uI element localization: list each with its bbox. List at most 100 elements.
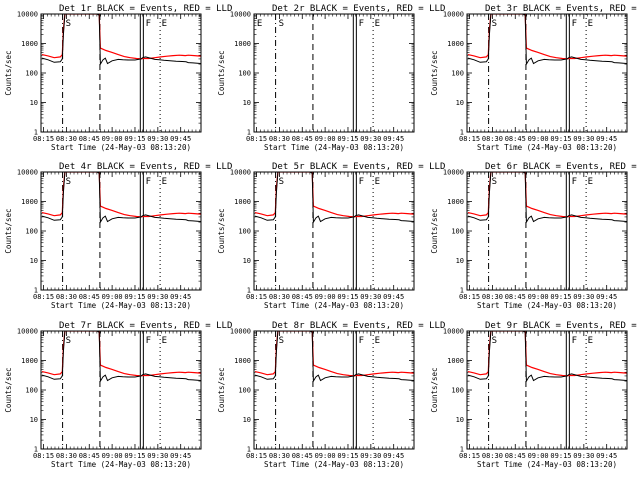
x-tick-label: 09:15 [337, 293, 358, 301]
annotation-label: E [162, 336, 167, 346]
y-tick-label: 10000 [17, 11, 38, 19]
annotation-label: S [279, 19, 284, 29]
y-tick-label: 1000 [21, 40, 38, 48]
annotation-label: F [146, 19, 151, 29]
annotation-label: E [588, 336, 593, 346]
x-tick-label: 08:45 [292, 293, 313, 301]
annotation-label: S [492, 336, 497, 346]
y-tick-label: 10 [456, 99, 464, 107]
y-tick-label: 10 [243, 99, 251, 107]
x-tick-label: 08:30 [482, 293, 503, 301]
plot-frame [253, 171, 415, 291]
x-tick-label: 09:30 [573, 452, 594, 460]
events-series-line [254, 172, 414, 224]
x-axis-label: Start Time (24-May-03 08:13:20) [51, 143, 191, 152]
y-tick-label: 1 [460, 129, 464, 137]
subplot-1: Det 1r BLACK = Events, RED = LLD Counts/s… [4, 4, 232, 152]
y-tick-label: 1000 [234, 357, 251, 365]
x-tick-label: 08:45 [292, 135, 313, 143]
x-tick-label: 08:30 [269, 293, 290, 301]
x-tick-label: 09:45 [596, 135, 617, 143]
x-tick-label: 08:30 [56, 452, 77, 460]
x-tick-label: 08:15 [246, 293, 267, 301]
x-axis-label: Start Time (24-May-03 08:13:20) [264, 143, 404, 152]
y-tick-label: 1 [34, 287, 38, 295]
y-tick-label: 100 [451, 70, 464, 78]
plot-frame [466, 13, 628, 133]
x-tick-label: 09:00 [102, 135, 123, 143]
x-tick-label: 09:30 [573, 293, 594, 301]
plot-title: Det 6r BLACK = Events, RED = LLD [485, 162, 640, 172]
y-tick-label: 1000 [447, 357, 464, 365]
plot-frame [466, 330, 628, 450]
y-tick-label: 1000 [21, 198, 38, 206]
plot-title: Det 5r BLACK = Events, RED = LLD [272, 162, 445, 172]
x-tick-label: 08:45 [505, 135, 526, 143]
x-tick-label: 09:15 [550, 452, 571, 460]
y-tick-label: 1000 [234, 198, 251, 206]
x-tick-label: 09:00 [102, 452, 123, 460]
y-tick-label: 10000 [17, 169, 38, 177]
y-tick-label: 100 [238, 387, 251, 395]
annotation-label: F [359, 177, 364, 187]
x-tick-label: 09:30 [147, 452, 168, 460]
y-tick-label: 10000 [230, 11, 251, 19]
x-tick-label: 08:30 [56, 135, 77, 143]
x-tick-label: 08:15 [33, 135, 54, 143]
plot-title: Det 8r BLACK = Events, RED = LLD [272, 321, 445, 331]
annotation-label: S [279, 336, 284, 346]
x-tick-label: 08:30 [482, 135, 503, 143]
y-axis-label: Counts/sec [4, 208, 13, 253]
y-tick-label: 10000 [230, 169, 251, 177]
annotation-label: F [359, 19, 364, 29]
y-axis-label: Counts/sec [217, 367, 226, 412]
y-axis-label: Counts/sec [430, 367, 439, 412]
y-tick-label: 10000 [17, 328, 38, 336]
annotation-label: F [146, 177, 151, 187]
x-tick-label: 09:45 [596, 293, 617, 301]
x-tick-label: 09:15 [124, 293, 145, 301]
x-tick-label: 09:00 [315, 135, 336, 143]
annotation-label: F [359, 336, 364, 346]
annotation-label: F [572, 19, 577, 29]
events-series-line [467, 331, 627, 383]
x-tick-label: 09:00 [315, 452, 336, 460]
y-tick-label: 100 [451, 387, 464, 395]
y-tick-label: 1000 [234, 40, 251, 48]
y-tick-label: 1 [34, 129, 38, 137]
y-tick-label: 1000 [21, 357, 38, 365]
x-tick-label: 08:30 [482, 452, 503, 460]
annotation-label: E [588, 177, 593, 187]
x-tick-label: 09:00 [528, 135, 549, 143]
x-tick-label: 09:45 [170, 293, 191, 301]
plot-title: Det 3r BLACK = Events, RED = LLD [485, 4, 640, 14]
x-axis-label: Start Time (24-May-03 08:13:20) [264, 301, 404, 310]
annotation-label: E [375, 177, 380, 187]
y-tick-label: 1 [247, 129, 251, 137]
subplot-8: Det 8r BLACK = Events, RED = LLD Counts/s… [217, 321, 445, 469]
x-tick-label: 09:15 [550, 293, 571, 301]
y-tick-label: 1 [460, 287, 464, 295]
x-tick-label: 09:15 [124, 452, 145, 460]
events-series-line [41, 172, 201, 224]
plot-title: Det 4r BLACK = Events, RED = LLD [59, 162, 232, 172]
plot-title: Det 1r BLACK = Events, RED = LLD [59, 4, 232, 14]
x-axis-label: Start Time (24-May-03 08:13:20) [477, 460, 617, 469]
y-tick-label: 10 [243, 416, 251, 424]
plot-frame [253, 330, 415, 450]
y-tick-label: 10 [30, 257, 38, 265]
x-tick-label: 08:15 [33, 452, 54, 460]
y-tick-label: 10 [30, 416, 38, 424]
subplot-4: Det 4r BLACK = Events, RED = LLD Counts/s… [4, 162, 232, 310]
subplot-3: Det 3r BLACK = Events, RED = LLD Counts/s… [430, 4, 640, 152]
annotation-label: E [162, 19, 167, 29]
x-tick-label: 08:15 [246, 452, 267, 460]
x-tick-label: 09:45 [383, 135, 404, 143]
y-axis-label: Counts/sec [4, 50, 13, 95]
y-tick-label: 1000 [447, 40, 464, 48]
subplot-2: Det 2r BLACK = Events, RED = LLD Counts/s… [217, 4, 445, 152]
plot-frame [40, 330, 202, 450]
events-series-line [254, 331, 414, 383]
